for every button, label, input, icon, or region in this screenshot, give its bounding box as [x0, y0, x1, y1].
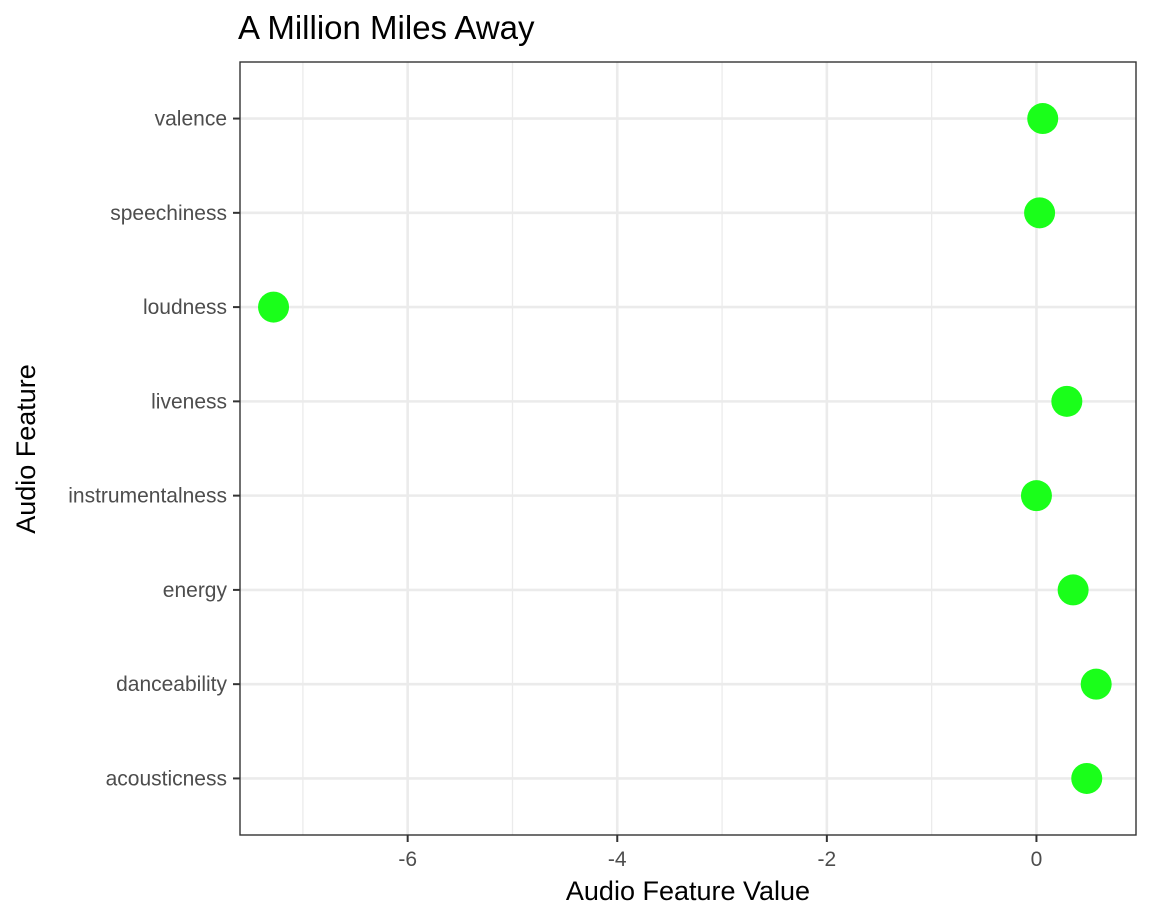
y-axis-title: Audio Feature [11, 364, 41, 534]
data-point [1027, 103, 1059, 135]
y-tick-label: liveness [151, 390, 227, 413]
data-point [1051, 385, 1083, 417]
data-point [1071, 762, 1103, 794]
y-tick-label: acousticness [106, 767, 227, 790]
chart-title: A Million Miles Away [238, 9, 535, 46]
x-tick-label: -4 [608, 848, 627, 871]
y-tick-label: valence [155, 108, 227, 131]
data-points [258, 103, 1112, 794]
data-point [1057, 574, 1089, 606]
y-tick-label: energy [163, 579, 228, 602]
panel-border [239, 61, 1137, 836]
data-point [1080, 668, 1112, 700]
x-axis-title: Audio Feature Value [566, 876, 810, 906]
y-axis: acousticness danceability energy instrument… [68, 108, 240, 790]
x-tick-label: 0 [1031, 848, 1043, 871]
grid [240, 62, 1136, 835]
y-tick-label: loudness [143, 296, 227, 319]
data-point [258, 291, 290, 323]
y-tick-label: instrumentalness [68, 485, 227, 508]
x-tick-label: -2 [818, 848, 837, 871]
x-axis: -6 -4 -2 0 [398, 835, 1042, 871]
y-tick-label: danceability [116, 673, 227, 696]
y-tick-label: speechiness [110, 202, 227, 225]
data-point [1024, 197, 1056, 229]
data-point [1020, 480, 1052, 512]
x-tick-label: -6 [398, 848, 417, 871]
